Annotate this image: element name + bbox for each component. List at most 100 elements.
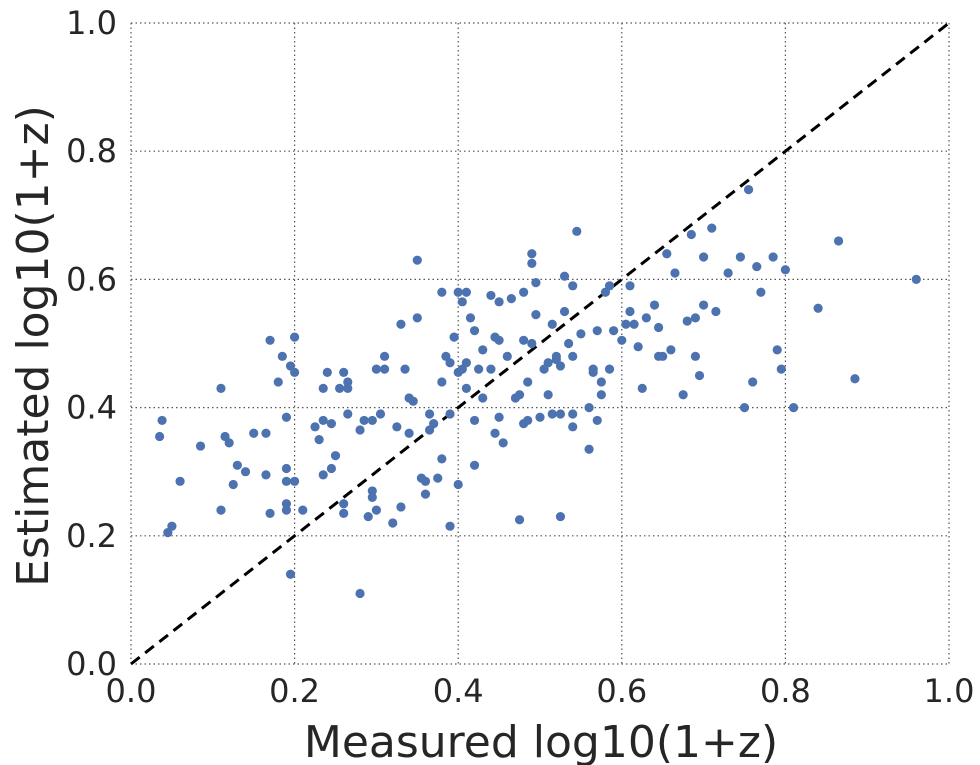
scatter-point	[157, 415, 167, 426]
scatter-point	[232, 460, 242, 470]
tick-labels: 0.0 0.2 0.4 0.6 0.8 1.0 0.0 0.2 0.4 0.6 0.8 1.0	[66, 4, 974, 710]
y-tick-label: 0.8	[66, 132, 117, 170]
scatter-point	[453, 479, 463, 490]
scatter-point	[334, 383, 345, 393]
scatter-point	[469, 326, 480, 336]
scatter-point	[478, 393, 488, 403]
scatter-point	[281, 499, 292, 509]
scatter-point	[813, 303, 823, 313]
scatter-point	[772, 345, 782, 355]
scatter-point	[617, 335, 627, 345]
scatter-point	[625, 306, 635, 317]
scatter-point	[412, 255, 422, 265]
scatter-point	[506, 294, 516, 304]
scatter-point	[363, 511, 373, 522]
scatter-point	[195, 441, 206, 451]
scatter-point	[388, 518, 398, 528]
scatter-point	[367, 415, 377, 426]
scatter-point	[379, 351, 390, 361]
scatter-point	[637, 383, 647, 393]
scatter-point	[339, 367, 349, 377]
scatter-point	[850, 374, 860, 384]
scatter-point	[519, 335, 529, 345]
scatter-point	[326, 419, 337, 429]
scatter-point	[281, 412, 292, 422]
scatter-point	[686, 229, 696, 240]
data-points	[155, 185, 921, 599]
scatter-point	[240, 467, 251, 477]
scatter-point	[396, 502, 406, 512]
scatter-point	[514, 390, 525, 400]
x-tick-label: 0.0	[106, 672, 157, 710]
scatter-point	[654, 322, 664, 333]
scatter-point	[367, 486, 377, 496]
x-tick-label: 1.0	[924, 672, 975, 710]
identity-reference-line	[130, 21, 950, 666]
scatter-point	[445, 358, 455, 368]
scatter-point	[776, 364, 786, 374]
scatter-point	[343, 383, 353, 393]
scatter-point	[355, 425, 365, 435]
scatter-point	[568, 351, 578, 361]
scatter-point	[596, 377, 606, 387]
scatter-point	[494, 297, 504, 307]
y-tick-label: 0.0	[66, 645, 117, 683]
scatter-point	[621, 319, 631, 329]
scatter-point	[662, 249, 672, 259]
scatter-point	[433, 473, 443, 483]
scatter-point	[412, 313, 422, 323]
scatter-point	[379, 364, 390, 374]
scatter-point	[249, 428, 259, 438]
scatter-point	[531, 310, 541, 320]
scatter-point	[486, 290, 496, 301]
scatter-point	[494, 335, 504, 345]
scatter-point	[584, 444, 594, 454]
scatter-point	[281, 463, 292, 474]
y-tick-label: 0.6	[66, 260, 117, 298]
scatter-point	[281, 476, 292, 486]
scatter-point	[461, 383, 471, 393]
scatter-point	[527, 258, 537, 268]
scatter-point	[756, 287, 766, 297]
y-tick-label: 1.0	[66, 4, 117, 42]
scatter-point	[707, 223, 717, 233]
scatter-point	[408, 396, 418, 406]
scatter-point	[290, 367, 300, 377]
scatter-point	[625, 281, 635, 291]
scatter-point	[445, 521, 455, 531]
scatter-point	[310, 422, 320, 432]
scatter-point	[318, 470, 328, 480]
scatter-point	[449, 332, 459, 342]
scatter-point	[699, 300, 709, 310]
scatter-point	[285, 569, 296, 579]
scatter-point	[216, 505, 226, 515]
scatter-point	[547, 409, 557, 419]
scatter-point	[224, 438, 234, 448]
scatter-point	[568, 281, 578, 291]
scatter-point	[678, 390, 688, 400]
scatter-point	[490, 428, 500, 438]
x-tick-label: 0.8	[760, 672, 811, 710]
scatter-point	[404, 428, 414, 438]
scatter-point	[543, 358, 553, 368]
scatter-point	[629, 319, 639, 329]
scatter-point	[748, 377, 758, 387]
scatter-point	[596, 390, 606, 400]
scatter-point	[592, 415, 602, 426]
scatter-point	[559, 271, 570, 281]
scatter-point	[604, 364, 615, 374]
scatter-point	[670, 268, 680, 278]
scatter-point	[261, 470, 271, 480]
scatter-point	[290, 476, 300, 486]
scatter-point	[469, 415, 480, 426]
scatter-point	[666, 345, 676, 355]
y-tick-label: 0.4	[66, 389, 117, 427]
scatter-point	[604, 281, 615, 291]
scatter-point	[682, 316, 692, 326]
scatter-point	[290, 332, 300, 342]
scatter-point	[543, 390, 553, 400]
scatter-point	[461, 287, 471, 297]
scatter-point	[339, 499, 349, 509]
scatter-point	[780, 265, 791, 275]
scatter-point	[322, 367, 332, 377]
